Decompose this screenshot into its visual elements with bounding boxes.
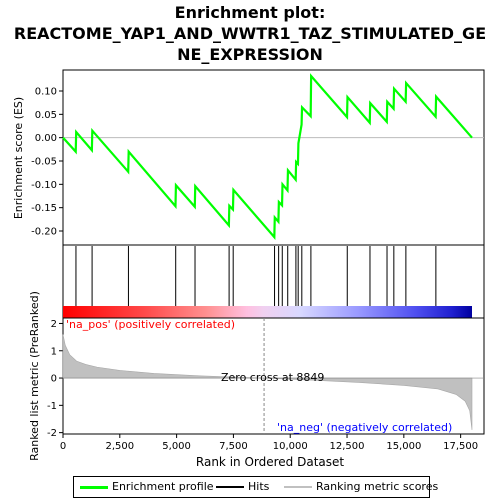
neg-label: 'na_neg' (negatively correlated) <box>277 421 452 434</box>
x-tick-label: 15,000 <box>386 441 421 452</box>
ranking-y-axis-label: Ranked list metric (PreRanked) <box>28 291 41 461</box>
legend-hits: Hits <box>216 480 269 493</box>
ranking-y-tick-label: 1 <box>51 346 57 357</box>
x-tick-label: 10,000 <box>273 441 308 452</box>
es-y-tick-label: 0.05 <box>35 110 57 121</box>
x-tick-label: 5,000 <box>162 441 191 452</box>
es-y-tick-label: -0.20 <box>31 227 57 238</box>
ranking-y-tick-label: 2 <box>51 319 57 330</box>
legend-enrichment-label: Enrichment profile <box>112 480 214 493</box>
zero-cross-label: Zero cross at 8849 <box>221 371 324 384</box>
hits-panel <box>62 244 485 319</box>
es-y-tick-label: 0.00 <box>35 133 57 144</box>
ranking-y-tick-label: -2 <box>47 428 57 439</box>
legend-ranking: Ranking metric scores <box>284 480 438 493</box>
es-y-tick-label: -0.05 <box>31 157 57 168</box>
legend-hits-label: Hits <box>248 480 270 493</box>
legend-enrichment: Enrichment profile <box>80 480 214 493</box>
ranking-y-tick-label: -1 <box>47 401 57 412</box>
ranking-y-axis: -2 -1 0 1 2 <box>47 319 63 439</box>
x-tick-label: 0 <box>60 441 66 452</box>
x-tick-label: 12,500 <box>330 441 365 452</box>
rank-color-bar <box>63 306 472 318</box>
enrichment-plot: -0.20-0.15-0.10-0.050.000.050.10 -2-1012… <box>12 69 485 469</box>
x-tick-label: 7,500 <box>219 441 248 452</box>
x-axis-label: Rank in Ordered Dataset <box>196 455 344 469</box>
es-y-tick-label: -0.15 <box>31 203 57 214</box>
title-line-1: Enrichment plot: <box>174 3 326 22</box>
x-tick-label: 2,500 <box>105 441 134 452</box>
enrichment-curve <box>62 73 473 240</box>
chart-title: Enrichment plot: REACTOME_YAP1_AND_WWTR1… <box>0 2 500 65</box>
es-y-axis-label: Enrichment score (ES) <box>12 97 25 219</box>
pos-label: 'na_pos' (positively correlated) <box>66 318 235 331</box>
es-panel <box>62 69 485 246</box>
x-axis: 0 2,500 5,000 7,500 10,000 12,500 15,000 17,500 <box>60 434 478 452</box>
legend-ranking-swatch <box>284 486 312 488</box>
es-y-tick-label: -0.10 <box>31 180 57 191</box>
hits-marks <box>75 246 437 306</box>
ranking-y-tick-label: 0 <box>51 374 57 385</box>
es-y-tick-label: 0.10 <box>35 87 57 98</box>
x-tick-label: 17,500 <box>443 441 478 452</box>
title-line-2: REACTOME_YAP1_AND_WWTR1_TAZ_STIMULATED_G… <box>13 24 487 43</box>
ranking-area <box>62 318 484 434</box>
legend-ranking-label: Ranking metric scores <box>316 480 439 493</box>
legend-hits-swatch <box>216 486 244 488</box>
enrichment-line <box>62 73 473 240</box>
legend-enrichment-swatch <box>80 485 108 489</box>
title-line-3: NE_EXPRESSION <box>177 45 323 64</box>
es-y-axis: -0.20 -0.15 -0.10 -0.05 0.00 0.05 0.10 <box>31 87 63 238</box>
legend: Enrichment profile Hits Ranking metric s… <box>73 476 438 498</box>
